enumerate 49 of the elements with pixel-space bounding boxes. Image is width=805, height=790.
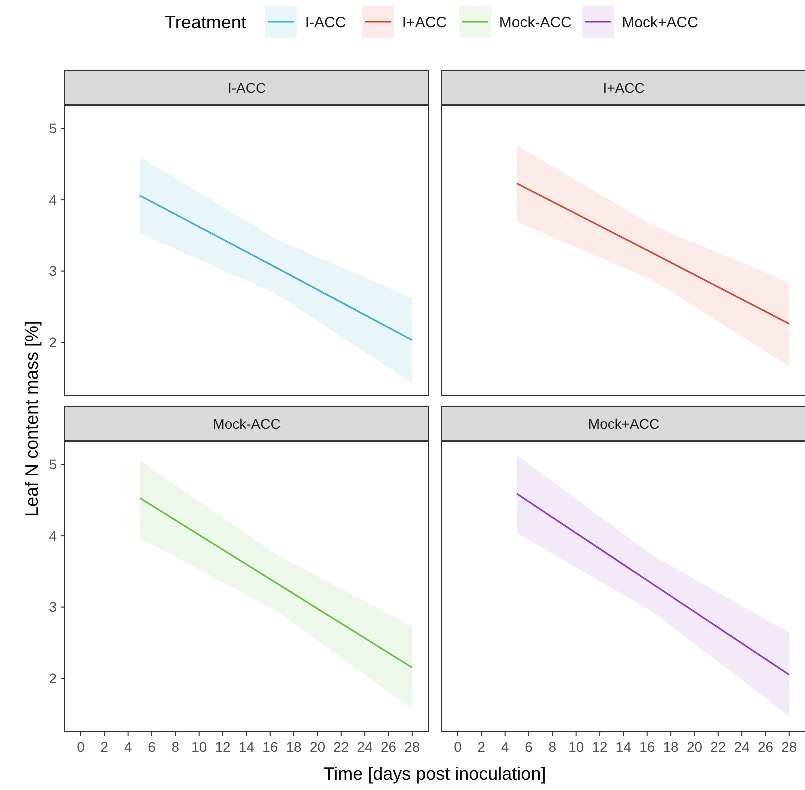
x-tick-label: 12 [215, 739, 232, 755]
y-tick-label: 2 [49, 670, 58, 686]
x-tick-label: 8 [548, 739, 557, 755]
x-tick-label: 20 [686, 739, 703, 755]
x-tick-label: 12 [592, 739, 608, 755]
x-tick-label: 0 [454, 739, 462, 755]
y-tick-label: 3 [49, 599, 58, 616]
legend-label: I+ACC [402, 14, 448, 32]
legend-label: I-ACC [305, 14, 346, 32]
y-tick-label: 2 [49, 334, 58, 350]
x-tick-label: 28 [782, 739, 798, 755]
legend-label: Mock+ACC [622, 14, 699, 32]
x-tick-label: 2 [100, 739, 109, 755]
x-tick-label: 28 [404, 739, 420, 755]
y-tick-label: 3 [49, 263, 58, 280]
chart-title: Mock+ACC [588, 416, 660, 432]
x-tick-label: 18 [663, 739, 680, 755]
x-tick-label: 22 [710, 739, 726, 755]
legend-title: Treatment [165, 12, 246, 32]
x-tick-label: 8 [172, 739, 180, 755]
x-tick-label: 20 [310, 739, 326, 755]
x-tick-label: 16 [640, 739, 656, 755]
chart-title: Mock-ACC [213, 416, 281, 432]
x-tick-label: 22 [334, 739, 350, 755]
x-tick-label: 26 [758, 739, 774, 755]
y-tick-label: 4 [49, 192, 58, 208]
x-tick-label: 6 [148, 739, 156, 755]
x-tick-label: 26 [380, 739, 397, 755]
x-tick-label: 24 [357, 739, 374, 755]
x-tick-label: 16 [262, 739, 278, 755]
legend-label: Mock-ACC [499, 14, 572, 32]
x-tick-label: 24 [734, 739, 750, 755]
x-tick-label: 18 [286, 739, 302, 755]
x-tick-label: 14 [238, 739, 255, 755]
y-axis-title: Leaf N content mass [%] [22, 320, 42, 518]
x-tick-label: 4 [501, 739, 510, 755]
x-axis-title: Time [days post inoculation] [324, 764, 546, 784]
y-tick-label: 4 [49, 528, 58, 544]
chart-title: I-ACC [228, 80, 266, 96]
y-tick-label: 5 [49, 120, 58, 137]
x-tick-label: 14 [616, 739, 632, 755]
y-tick-label: 5 [49, 456, 58, 473]
x-tick-label: 10 [568, 739, 584, 755]
chart-title: I+ACC [603, 80, 645, 96]
x-tick-label: 4 [124, 739, 132, 755]
x-tick-label: 2 [478, 739, 486, 755]
x-tick-label: 0 [77, 739, 86, 755]
x-tick-label: 10 [192, 739, 208, 755]
x-tick-label: 6 [525, 739, 534, 755]
